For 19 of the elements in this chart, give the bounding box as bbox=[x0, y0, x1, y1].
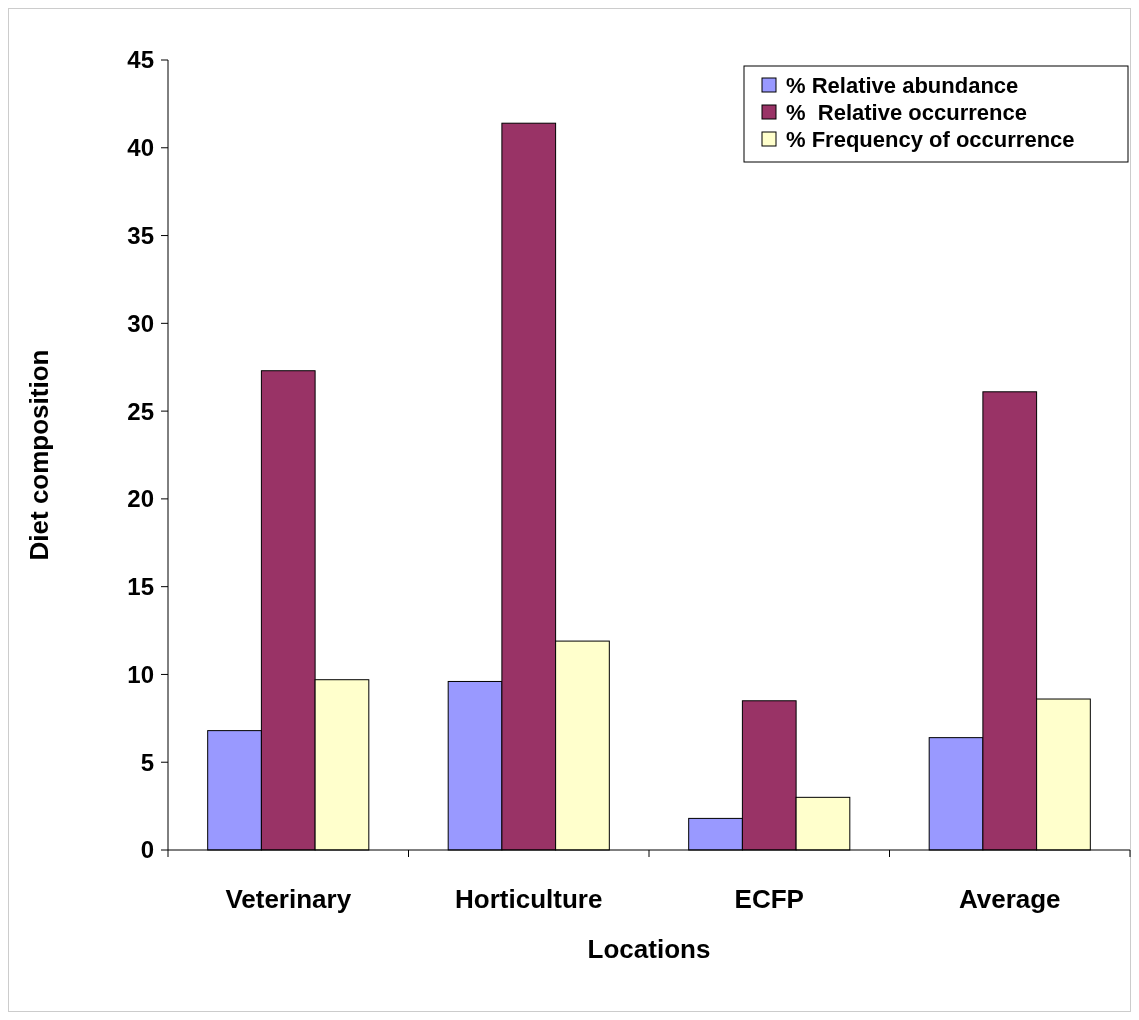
legend-label: % Frequency of occurrence bbox=[786, 126, 1075, 152]
y-axis-title: Diet composition bbox=[24, 349, 54, 561]
y-tick-label: 35 bbox=[127, 221, 154, 249]
x-tick-label: Average bbox=[958, 884, 1061, 914]
legend-label: % Relative abundance bbox=[786, 72, 1019, 98]
y-tick-label: 40 bbox=[127, 134, 154, 162]
y-tick-label: 5 bbox=[140, 748, 154, 776]
y-tick-label: 10 bbox=[127, 660, 154, 688]
y-tick-label: 0 bbox=[140, 836, 154, 864]
y-tick-label: 30 bbox=[127, 309, 154, 337]
y-tick-label: 20 bbox=[127, 485, 154, 513]
legend-label: % Relative occurrence bbox=[786, 99, 1027, 125]
x-tick-label: Horticulture bbox=[455, 884, 603, 914]
x-tick-label: ECFP bbox=[734, 884, 804, 914]
x-tick-label: Veterinary bbox=[225, 884, 352, 914]
y-tick-label: 25 bbox=[127, 397, 154, 425]
y-tick-label: 45 bbox=[127, 46, 154, 74]
x-axis-title: Locations bbox=[587, 934, 711, 964]
y-tick-label: 15 bbox=[127, 573, 154, 601]
